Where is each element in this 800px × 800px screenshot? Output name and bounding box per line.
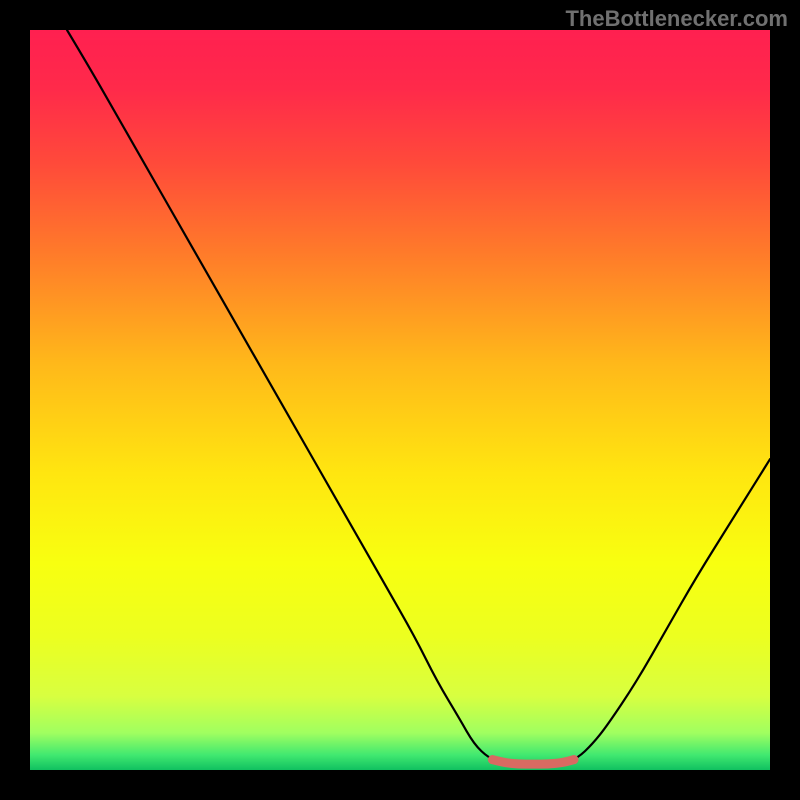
optimal-range-segment bbox=[493, 760, 574, 764]
optimal-range-endpoint bbox=[569, 755, 578, 764]
gradient-background bbox=[30, 30, 770, 770]
watermark-text: TheBottlenecker.com bbox=[565, 6, 788, 32]
chart-container: TheBottlenecker.com bbox=[0, 0, 800, 800]
chart-svg bbox=[30, 30, 770, 770]
plot-area bbox=[30, 30, 770, 770]
optimal-range-endpoint bbox=[488, 755, 497, 764]
